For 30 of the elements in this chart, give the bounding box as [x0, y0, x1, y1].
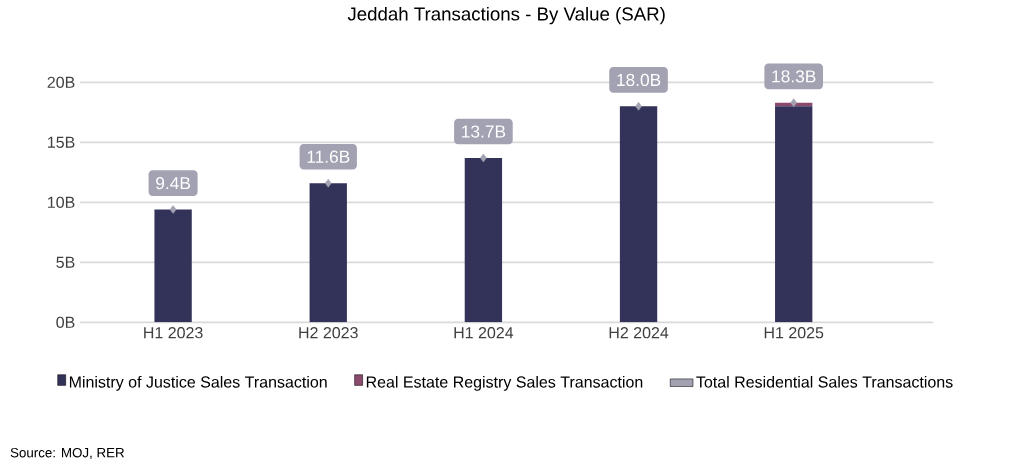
y-tick-label: 15B — [48, 136, 75, 148]
source-note: Source: MOJ, RER — [10, 447, 125, 459]
legend-label: Real Estate Registry Sales Transaction — [366, 375, 643, 391]
data-label: 18.3B — [772, 70, 816, 83]
x-tick-label: H1 2023 — [144, 327, 203, 339]
x-tick-label: H2 2023 — [299, 327, 358, 339]
data-label: 11.6B — [307, 150, 350, 163]
data-label: 13.7B — [462, 125, 506, 138]
bar — [775, 106, 813, 323]
legend-label: Total Residential Sales Transactions — [696, 375, 953, 388]
bar — [309, 183, 347, 323]
bar — [154, 209, 192, 323]
point — [635, 102, 642, 111]
bar — [619, 106, 658, 323]
point — [324, 178, 332, 188]
y-tick-label: 20B — [47, 76, 75, 88]
point — [169, 205, 177, 214]
chart-title: Jeddah Transactions - By Value (SAR) — [347, 6, 665, 25]
legend-label: Ministry of Justice Sales Transaction — [69, 375, 327, 391]
point — [790, 98, 797, 107]
x-tick-label: H1 2025 — [764, 327, 824, 339]
point — [480, 153, 487, 163]
bar — [464, 157, 503, 323]
y-tick-label: 10B — [48, 196, 75, 208]
y-tick-label: 5B — [56, 256, 75, 268]
x-tick-label: H1 2024 — [454, 327, 514, 339]
y-tick-label: 0B — [56, 316, 75, 328]
data-label: 18.0B — [617, 73, 661, 87]
x-tick-label: H2 2024 — [609, 327, 669, 339]
data-label: 9.4B — [156, 176, 191, 190]
